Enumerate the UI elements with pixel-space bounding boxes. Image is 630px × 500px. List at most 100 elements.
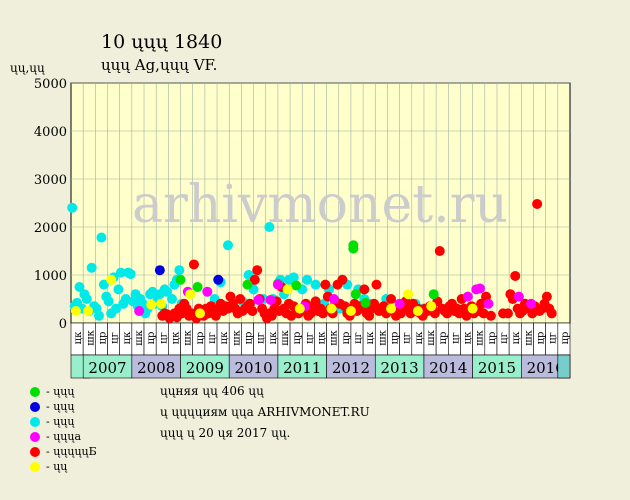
quarter-label: цр <box>560 332 571 345</box>
watermark-text: arhivmonet.ru <box>132 175 508 235</box>
chart-title: 10 ųųų 1840 <box>101 31 223 53</box>
data-point <box>371 279 382 290</box>
data-point <box>369 298 380 309</box>
data-point <box>546 308 557 319</box>
legend-item: - ųųų <box>30 399 97 414</box>
quarter-label: шк <box>231 329 242 345</box>
data-point <box>103 296 114 307</box>
year-label: 2009 <box>186 359 224 377</box>
legend-item: - ųųų <box>30 414 97 429</box>
data-point <box>74 282 85 292</box>
data-point <box>294 303 305 314</box>
data-point <box>502 308 513 319</box>
quarter-label: цр <box>292 332 303 345</box>
data-point <box>253 294 264 305</box>
y-axis-label: ųų,ųų <box>10 61 45 75</box>
quarter-label: цк <box>122 331 133 344</box>
quarter-label: цр <box>390 332 401 345</box>
quarter-label: цг <box>499 332 510 344</box>
data-point <box>83 306 94 316</box>
data-point <box>86 262 97 273</box>
legend-dot-icon <box>30 431 40 442</box>
legend-item: - ųų <box>30 459 97 474</box>
quarter-label: шк <box>280 329 291 345</box>
year-cap-right <box>557 354 571 379</box>
data-point <box>541 291 552 302</box>
data-point <box>70 306 81 316</box>
chart-subtitle: ųųų Ag,ųųų VF. <box>101 56 218 74</box>
legend: - ųųų - ųųų - ųųų - ųųųa - ųųųųųБ - ųų <box>30 384 97 474</box>
data-point <box>115 267 126 278</box>
data-point <box>291 280 302 291</box>
quarter-label: цг <box>353 332 364 344</box>
year-label: 2008 <box>137 359 175 377</box>
legend-dot-icon <box>30 416 40 427</box>
legend-dot-icon <box>30 461 40 472</box>
quarter-label: шк <box>523 329 534 345</box>
year-label: 2013 <box>381 359 419 377</box>
quarter-label: цк <box>365 331 376 344</box>
quarter-label: цк <box>219 331 230 344</box>
data-point <box>310 296 321 307</box>
data-point <box>317 308 328 319</box>
legend-dot-icon <box>30 401 40 412</box>
data-point <box>249 274 260 285</box>
quarter-label: цк <box>511 331 522 344</box>
quarter-label: шк <box>475 329 486 345</box>
data-point <box>134 306 145 316</box>
data-point <box>483 298 494 309</box>
quarter-label: цк <box>414 331 425 344</box>
legend-label: - ųų <box>46 460 68 473</box>
quarter-label: цк <box>73 331 84 344</box>
data-point <box>96 232 107 243</box>
data-point <box>67 202 78 213</box>
quarter-label: цр <box>487 332 498 345</box>
quarter-label: цк <box>463 331 474 344</box>
quarter-label: цг <box>402 332 413 344</box>
data-point <box>434 246 445 256</box>
year-label: 2011 <box>283 359 321 377</box>
data-point <box>320 279 331 290</box>
data-point <box>264 222 275 232</box>
y-tick-label: 3000 <box>34 173 67 188</box>
data-point <box>403 289 414 300</box>
legend-label: - ųųųųųБ <box>46 445 97 458</box>
data-point <box>326 303 337 314</box>
data-point <box>428 289 439 300</box>
quarter-label: шк <box>426 329 437 345</box>
data-point <box>288 272 299 283</box>
info-block: ųųняя ųų 406 ųų ų ųųųųиям ųųa ARHIVMONET.… <box>160 384 370 447</box>
quarter-label: цр <box>195 332 206 345</box>
info-line: ųųняя ųų 406 ųų <box>160 384 264 398</box>
quarter-label: шк <box>85 329 96 345</box>
quarter-label: цг <box>207 332 218 344</box>
data-point <box>113 284 124 295</box>
data-point <box>282 284 293 295</box>
data-point <box>174 265 185 276</box>
data-point <box>386 294 397 304</box>
legend-item: - ųųųa <box>30 429 97 444</box>
y-tick-label: 0 <box>59 317 67 332</box>
legend-label: - ųųų <box>46 415 75 428</box>
year-label: 2007 <box>88 359 126 377</box>
data-point <box>111 303 122 314</box>
data-point <box>350 289 361 300</box>
data-point <box>93 310 104 321</box>
year-label: 2012 <box>332 359 370 377</box>
data-point <box>426 301 437 312</box>
data-point <box>235 294 246 304</box>
legend-dot-icon <box>30 386 40 397</box>
y-tick-label: 2000 <box>34 221 67 236</box>
data-point <box>185 289 196 300</box>
data-point <box>154 265 165 276</box>
y-tick-label: 5000 <box>34 77 67 92</box>
data-point <box>106 274 117 285</box>
data-point <box>272 279 283 290</box>
data-point <box>412 306 423 316</box>
quarter-label: цг <box>256 332 267 344</box>
data-point <box>345 306 356 316</box>
data-point <box>223 240 234 251</box>
quarter-label: шк <box>377 329 388 345</box>
data-point <box>532 198 543 209</box>
